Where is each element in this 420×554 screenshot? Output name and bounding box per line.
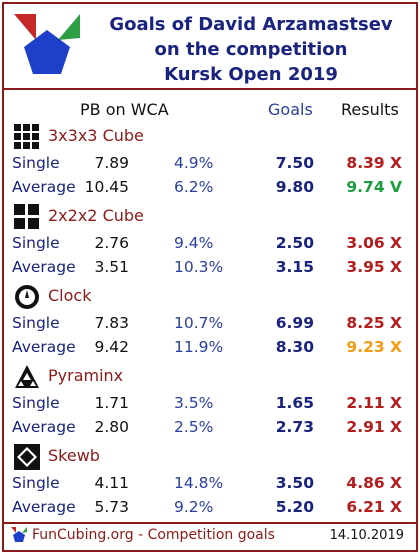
result-value: 8.39 X — [346, 154, 402, 172]
table-row: Average 3.51 10.3% 3.15 3.95 X — [4, 258, 416, 280]
column-header-goals: Goals — [268, 100, 313, 119]
pb-value: 3.51 — [94, 258, 129, 276]
goal-value: 6.99 — [275, 314, 314, 332]
clock-icon — [15, 285, 39, 309]
cube-2x2-icon — [14, 204, 39, 229]
row-label: Average — [12, 178, 76, 196]
pb-value: 2.76 — [94, 234, 129, 252]
goal-value: 2.50 — [275, 234, 314, 252]
event-name: Skewb — [48, 446, 100, 465]
goal-value: 8.30 — [275, 338, 314, 356]
goal-value: 3.50 — [275, 474, 314, 492]
table-row: Average 5.73 9.2% 5.20 6.21 X — [4, 498, 416, 520]
pb-value: 10.45 — [84, 178, 129, 196]
row-label: Average — [12, 258, 76, 276]
table-row: Single 7.89 4.9% 7.50 8.39 X — [4, 154, 416, 176]
row-label: Single — [12, 474, 60, 492]
goal-value: 5.20 — [275, 498, 314, 516]
funcubing-logo-small-icon — [11, 527, 27, 542]
improvement-percent: 3.5% — [174, 394, 214, 412]
improvement-percent: 11.9% — [174, 338, 224, 356]
page-title: Goals of David Arzamastsev on the compet… — [90, 12, 412, 87]
pb-value: 5.73 — [94, 498, 129, 516]
improvement-percent: 10.3% — [174, 258, 224, 276]
footer-divider — [4, 522, 416, 524]
table-row: Single 2.76 9.4% 2.50 3.06 X — [4, 234, 416, 256]
title-line-1: Goals of David Arzamastsev — [109, 14, 393, 35]
footer-site-link[interactable]: FunCubing.org - Competition goals — [32, 527, 275, 543]
skewb-icon — [14, 444, 40, 470]
row-label: Single — [12, 394, 60, 412]
pyraminx-icon — [15, 365, 39, 388]
goal-value: 9.80 — [275, 178, 314, 196]
column-header-pb: PB on WCA — [80, 100, 169, 119]
event-name: 3x3x3 Cube — [48, 126, 144, 145]
row-label: Single — [12, 314, 60, 332]
goal-value: 2.73 — [275, 418, 314, 436]
event-name: 2x2x2 Cube — [48, 206, 144, 225]
result-value: 2.91 X — [346, 418, 402, 436]
table-row: Single 1.71 3.5% 1.65 2.11 X — [4, 394, 416, 416]
footer-date: 14.10.2019 — [329, 528, 404, 543]
result-value: 9.74 V — [346, 178, 402, 196]
table-row: Single 4.11 14.8% 3.50 4.86 X — [4, 474, 416, 496]
row-label: Average — [12, 338, 76, 356]
goal-value: 7.50 — [275, 154, 314, 172]
table-row: Average 9.42 11.9% 8.30 9.23 X — [4, 338, 416, 360]
header-divider — [4, 88, 416, 90]
improvement-percent: 14.8% — [174, 474, 224, 492]
pb-value: 9.42 — [94, 338, 129, 356]
footer: FunCubing.org - Competition goals 14.10.… — [4, 522, 416, 550]
result-value: 4.86 X — [346, 474, 402, 492]
result-value: 2.11 X — [346, 394, 402, 412]
event-name: Clock — [48, 286, 92, 305]
funcubing-logo-icon — [14, 14, 80, 74]
result-value: 3.06 X — [346, 234, 402, 252]
improvement-percent: 10.7% — [174, 314, 224, 332]
table-row: Single 7.83 10.7% 6.99 8.25 X — [4, 314, 416, 336]
cube-3x3-icon — [14, 124, 39, 149]
goal-value: 1.65 — [275, 394, 314, 412]
result-value: 8.25 X — [346, 314, 402, 332]
row-label: Average — [12, 498, 76, 516]
title-line-3: Kursk Open 2019 — [164, 64, 338, 85]
pb-value: 4.11 — [94, 474, 129, 492]
improvement-percent: 9.4% — [174, 234, 214, 252]
result-value: 6.21 X — [346, 498, 402, 516]
pb-value: 7.83 — [94, 314, 129, 332]
row-label: Average — [12, 418, 76, 436]
result-value: 3.95 X — [346, 258, 402, 276]
goal-value: 3.15 — [275, 258, 314, 276]
improvement-percent: 2.5% — [174, 418, 214, 436]
pb-value: 1.71 — [94, 394, 129, 412]
event-name: Pyraminx — [48, 366, 124, 385]
improvement-percent: 6.2% — [174, 178, 214, 196]
pb-value: 2.80 — [94, 418, 129, 436]
column-header-results: Results — [341, 100, 399, 119]
result-value: 9.23 X — [346, 338, 402, 356]
improvement-percent: 9.2% — [174, 498, 214, 516]
row-label: Single — [12, 234, 60, 252]
header: Goals of David Arzamastsev on the compet… — [4, 4, 416, 88]
pb-value: 7.89 — [94, 154, 129, 172]
row-label: Single — [12, 154, 60, 172]
title-line-2: on the competition — [154, 39, 348, 60]
table-row: Average 2.80 2.5% 2.73 2.91 X — [4, 418, 416, 440]
improvement-percent: 4.9% — [174, 154, 214, 172]
table-row: Average 10.45 6.2% 9.80 9.74 V — [4, 178, 416, 200]
